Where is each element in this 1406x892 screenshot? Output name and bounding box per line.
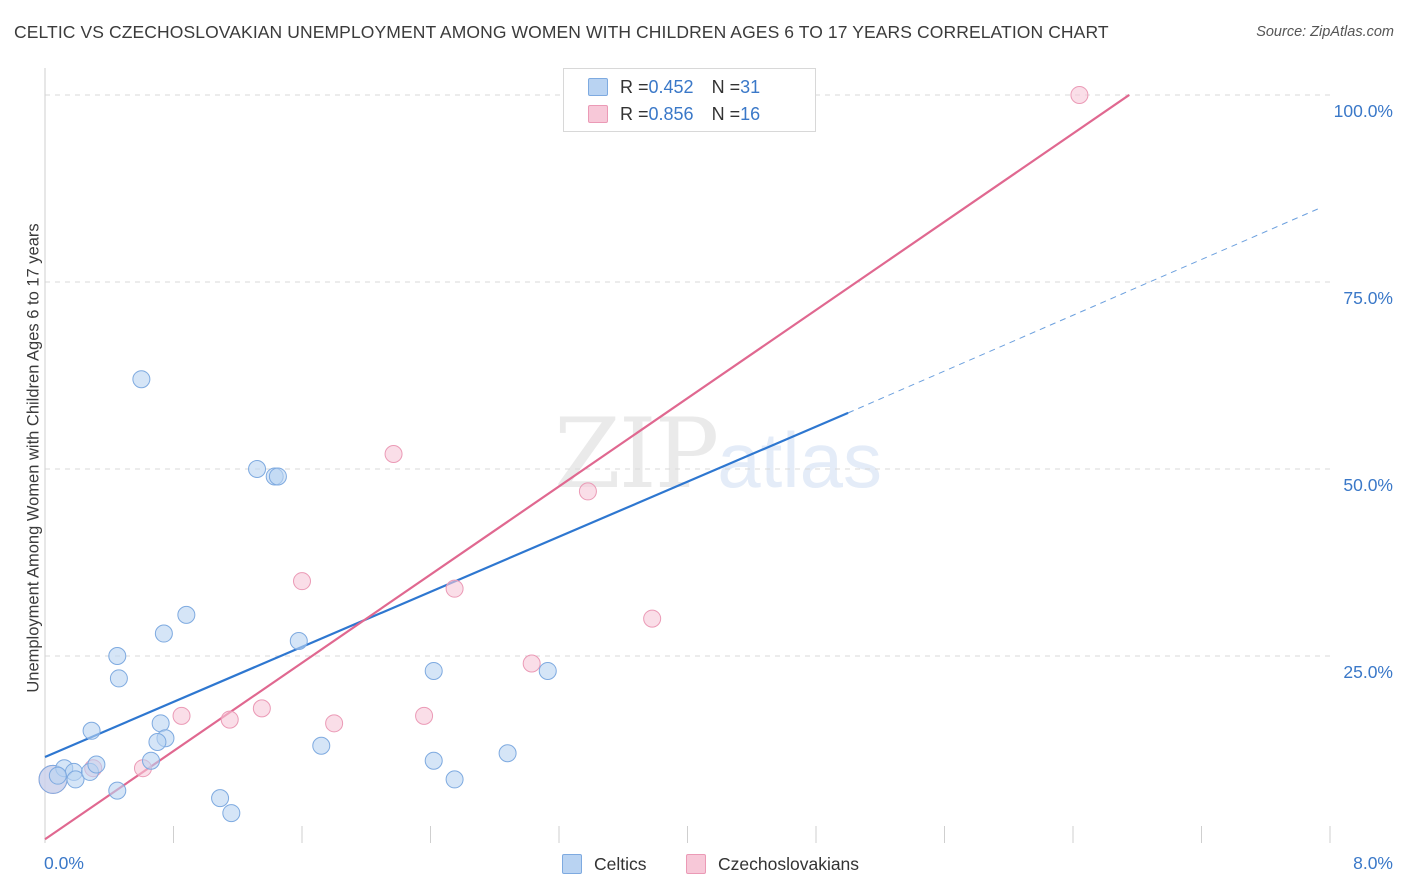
czech-point bbox=[1070, 85, 1089, 104]
trend-lines bbox=[44, 94, 1323, 841]
czech-point bbox=[643, 609, 662, 628]
celtics-point bbox=[87, 755, 106, 774]
czech-trend-line bbox=[44, 94, 1130, 841]
celtics-point bbox=[151, 714, 170, 733]
y-tick-label: 50.0% bbox=[1343, 475, 1393, 495]
czech-r-label: R = bbox=[620, 103, 649, 124]
celtics-point bbox=[177, 605, 196, 624]
celtics-point bbox=[538, 661, 557, 680]
czech-swatch bbox=[588, 105, 608, 123]
celtics-point bbox=[108, 646, 127, 665]
legend: R = 0.452 N = 31 R = 0.856 N = 16 bbox=[563, 68, 816, 132]
celtics-swatch bbox=[588, 78, 608, 96]
celtics-point bbox=[498, 744, 517, 763]
bottom-legend-czech: Czechoslovakians bbox=[686, 852, 859, 876]
y-tick-label: 25.0% bbox=[1343, 662, 1393, 682]
celtics-r-label: R = bbox=[620, 76, 649, 97]
czech-n-value: 16 bbox=[740, 103, 761, 124]
czech-point bbox=[445, 579, 464, 598]
celtics-point bbox=[108, 781, 127, 800]
data-points bbox=[38, 85, 1089, 823]
tick-labels: 25.0% 50.0% 75.0% 100.0% 0.0% 8.0% bbox=[44, 101, 1393, 873]
grid bbox=[45, 94, 1330, 657]
bottom-legend-celtics: Celtics bbox=[562, 852, 647, 876]
czech-point bbox=[522, 654, 541, 673]
bottom-celtics-label: Celtics bbox=[594, 853, 647, 874]
czech-n-label: N = bbox=[711, 103, 741, 124]
celtics-trend-extension bbox=[847, 206, 1323, 414]
celtics-r-value: 0.452 bbox=[648, 76, 694, 97]
x-tick-label: 0.0% bbox=[44, 853, 84, 873]
celtics-point bbox=[211, 789, 230, 808]
celtics-point bbox=[154, 624, 173, 643]
czech-point bbox=[220, 710, 239, 729]
celtics-point bbox=[445, 770, 464, 789]
bottom-czech-swatch bbox=[686, 854, 706, 874]
czech-point bbox=[415, 706, 434, 725]
celtics-point bbox=[312, 736, 331, 755]
czech-point bbox=[384, 445, 403, 464]
y-tick-label: 75.0% bbox=[1343, 288, 1393, 308]
celtics-point bbox=[424, 751, 443, 770]
legend-row-czech: R = 0.856 N = 16 bbox=[588, 102, 760, 126]
celtics-point bbox=[66, 770, 85, 789]
celtics-point bbox=[132, 370, 151, 389]
celtics-n-value: 31 bbox=[740, 76, 761, 97]
bottom-czech-label: Czechoslovakians bbox=[718, 853, 860, 874]
czech-point bbox=[325, 714, 344, 733]
celtics-point bbox=[82, 721, 101, 740]
source-label: Source: ZipAtlas.com bbox=[1256, 24, 1394, 40]
celtics-point bbox=[222, 804, 241, 823]
legend-row-celtics: R = 0.452 N = 31 bbox=[588, 75, 760, 99]
bottom-celtics-swatch bbox=[562, 854, 582, 874]
x-tick-label: 8.0% bbox=[1353, 853, 1393, 873]
axes bbox=[44, 68, 1331, 843]
celtics-point bbox=[268, 467, 287, 486]
celtics-point bbox=[248, 459, 267, 478]
y-axis-title: Unemployment Among Women with Children A… bbox=[24, 223, 43, 693]
czech-point bbox=[172, 706, 191, 725]
celtics-point bbox=[289, 632, 308, 651]
celtics-point bbox=[48, 766, 67, 785]
czech-r-value: 0.856 bbox=[648, 103, 694, 124]
czech-point bbox=[578, 482, 597, 501]
celtics-point bbox=[148, 733, 167, 752]
y-tick-label: 100.0% bbox=[1334, 101, 1393, 121]
czech-point bbox=[293, 572, 311, 591]
celtics-n-label: N = bbox=[711, 76, 741, 97]
chart-title: CELTIC VS CZECHOSLOVAKIAN UNEMPLOYMENT A… bbox=[14, 22, 1109, 42]
celtics-point bbox=[109, 669, 128, 688]
celtics-point bbox=[424, 661, 443, 680]
celtics-point bbox=[142, 751, 161, 770]
czech-point bbox=[252, 699, 271, 718]
